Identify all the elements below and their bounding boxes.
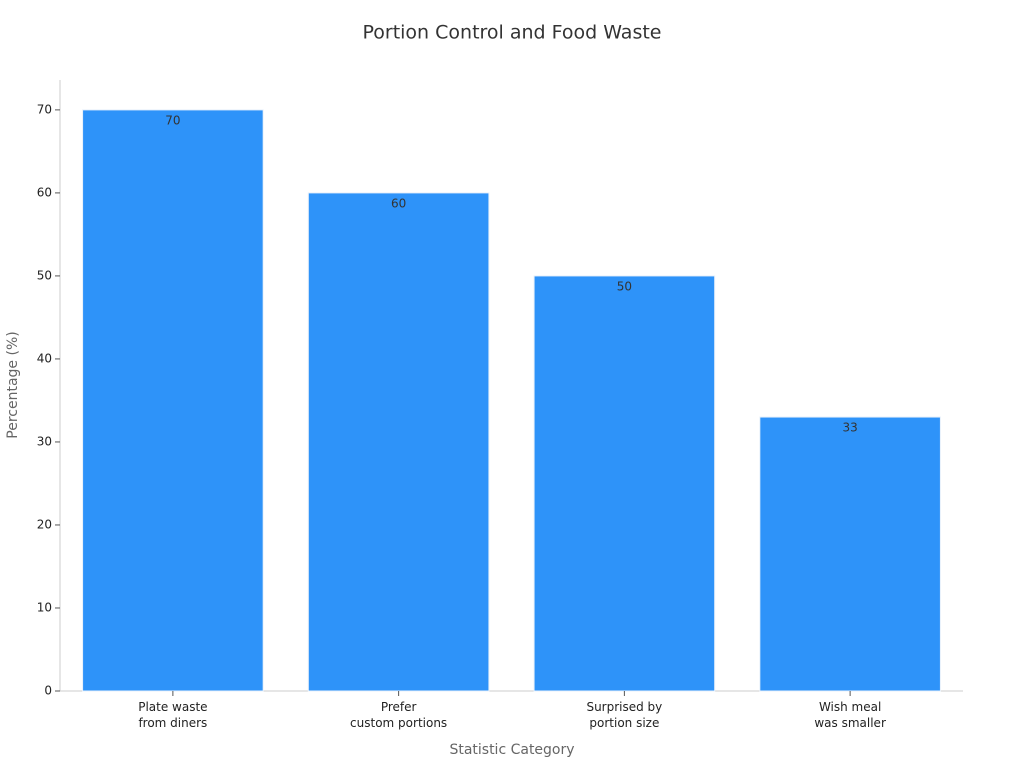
y-tick-label: 50: [37, 268, 52, 282]
data-label: 33: [842, 421, 857, 435]
data-label: 70: [165, 113, 180, 127]
bar: [533, 275, 716, 692]
y-axis-label: Percentage (%): [5, 331, 21, 438]
bar: [82, 109, 264, 692]
y-tick-label: 30: [37, 434, 52, 448]
x-tick-label: Wish meal was smaller: [814, 700, 886, 730]
x-tick-label: Surprised by portion size: [586, 700, 662, 730]
y-tick-label: 70: [37, 102, 52, 116]
data-label: 60: [391, 196, 406, 210]
x-tick-label: Plate waste from diners: [138, 700, 207, 730]
data-label: 50: [617, 279, 632, 293]
chart-title: Portion Control and Food Waste: [362, 22, 661, 44]
y-tick-label: 10: [37, 600, 52, 614]
y-tick-label: 40: [37, 351, 52, 365]
bar: [307, 192, 490, 692]
y-tick-label: 60: [37, 185, 52, 199]
y-tick-label: 0: [44, 684, 52, 698]
x-tick-label: Prefer custom portions: [350, 700, 447, 730]
y-tick-label: 20: [37, 517, 52, 531]
bar: [759, 416, 941, 692]
x-axis-label: Statistic Category: [449, 742, 574, 758]
